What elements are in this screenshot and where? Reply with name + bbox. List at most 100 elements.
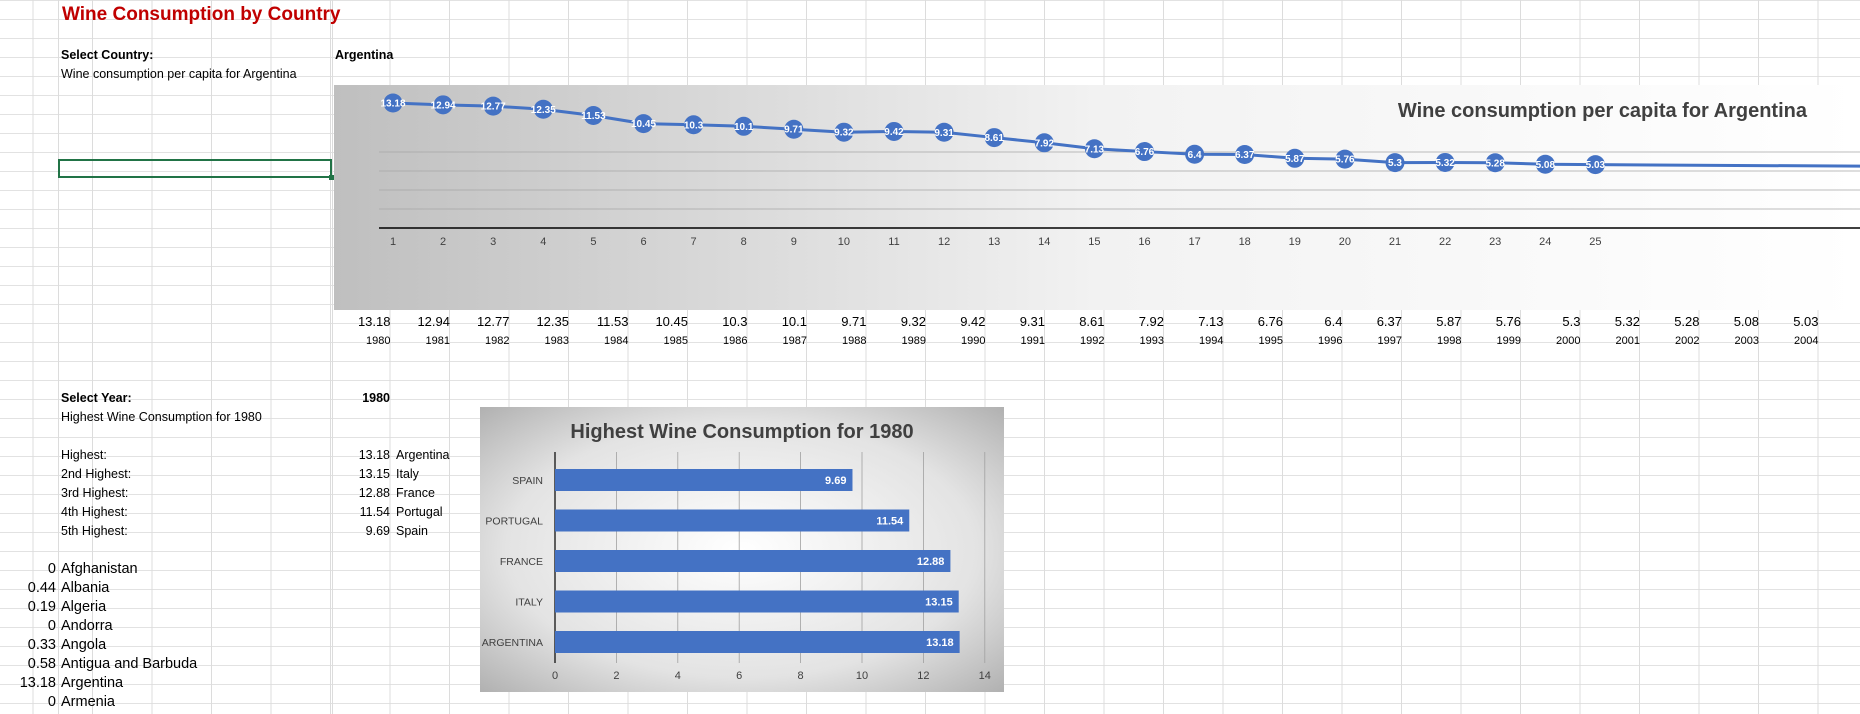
- year-cell[interactable]: 2001: [1615, 335, 1640, 347]
- data-point[interactable]: [483, 96, 503, 116]
- data-point[interactable]: [634, 114, 653, 134]
- rank-country[interactable]: Argentina: [396, 448, 450, 462]
- year-cell[interactable]: 1984: [604, 335, 629, 347]
- country-name[interactable]: Algeria: [61, 599, 107, 615]
- year-cell[interactable]: 1981: [425, 335, 450, 347]
- rank-value[interactable]: 9.69: [365, 524, 390, 538]
- value-cell[interactable]: 7.13: [1198, 314, 1224, 329]
- value-cell[interactable]: 10.3: [722, 314, 748, 329]
- data-point[interactable]: [1385, 153, 1405, 173]
- bar[interactable]: [555, 590, 959, 613]
- year-cell[interactable]: 1982: [485, 335, 510, 347]
- year-cell[interactable]: 1990: [961, 335, 986, 347]
- year-cell[interactable]: 1983: [544, 335, 569, 347]
- value-cell[interactable]: 8.61: [1079, 314, 1105, 329]
- year-cell[interactable]: 2002: [1675, 335, 1700, 347]
- country-value[interactable]: 0.33: [27, 637, 56, 653]
- country-value[interactable]: 0: [47, 561, 56, 577]
- data-point[interactable]: [1135, 142, 1154, 162]
- country-name[interactable]: Albania: [61, 580, 110, 596]
- data-point[interactable]: [834, 122, 854, 142]
- value-cell[interactable]: 5.76: [1495, 314, 1521, 329]
- data-point[interactable]: [1084, 139, 1104, 159]
- data-point[interactable]: [533, 99, 553, 119]
- value-cell[interactable]: 12.77: [476, 314, 510, 329]
- rank-value[interactable]: 13.18: [358, 448, 390, 462]
- value-cell[interactable]: 7.92: [1138, 314, 1164, 329]
- value-cell[interactable]: 6.4: [1324, 314, 1343, 329]
- year-cell[interactable]: 2000: [1556, 335, 1581, 347]
- year-cell[interactable]: 1992: [1080, 335, 1105, 347]
- year-cell[interactable]: 1995: [1258, 335, 1283, 347]
- data-point[interactable]: [1335, 149, 1355, 169]
- value-cell[interactable]: 5.87: [1436, 314, 1462, 329]
- data-point[interactable]: [433, 95, 453, 115]
- value-cell[interactable]: 5.08: [1733, 314, 1759, 329]
- data-point[interactable]: [1485, 153, 1505, 173]
- year-cell[interactable]: 1998: [1437, 335, 1462, 347]
- country-value[interactable]: 0.44: [27, 580, 56, 596]
- fill-handle[interactable]: [329, 175, 334, 180]
- data-point[interactable]: [1435, 152, 1455, 172]
- year-cell[interactable]: 1993: [1139, 335, 1164, 347]
- data-point[interactable]: [1235, 145, 1255, 165]
- data-point[interactable]: [1585, 155, 1605, 175]
- country-value[interactable]: 0: [47, 618, 56, 634]
- bar[interactable]: [555, 631, 960, 653]
- value-cell[interactable]: 12.35: [536, 314, 569, 329]
- year-cell[interactable]: 1986: [723, 335, 748, 347]
- data-point[interactable]: [383, 93, 403, 113]
- rank-value[interactable]: 11.54: [359, 505, 390, 519]
- select-country-cell[interactable]: Argentina: [335, 48, 394, 62]
- value-cell[interactable]: 9.42: [960, 314, 986, 329]
- year-cell[interactable]: 1996: [1318, 335, 1343, 347]
- value-cell[interactable]: 10.45: [655, 314, 688, 329]
- value-cell[interactable]: 10.1: [781, 314, 807, 329]
- data-point[interactable]: [784, 119, 804, 139]
- year-cell[interactable]: 1997: [1377, 335, 1402, 347]
- value-cell[interactable]: 6.37: [1376, 314, 1402, 329]
- year-cell[interactable]: 1991: [1020, 335, 1045, 347]
- year-cell[interactable]: 1989: [901, 335, 926, 347]
- data-point[interactable]: [583, 105, 603, 125]
- rank-value[interactable]: 13.15: [358, 467, 390, 481]
- bar[interactable]: [555, 550, 951, 572]
- rank-value[interactable]: 12.88: [358, 486, 390, 500]
- value-cell[interactable]: 5.03: [1793, 314, 1819, 329]
- bar[interactable]: [555, 469, 853, 491]
- rank-country[interactable]: France: [396, 486, 435, 500]
- year-cell[interactable]: 1988: [842, 335, 867, 347]
- data-point[interactable]: [734, 116, 754, 136]
- value-cell[interactable]: 5.32: [1614, 314, 1640, 329]
- value-cell[interactable]: 5.3: [1562, 314, 1581, 329]
- value-cell[interactable]: 9.31: [1019, 314, 1045, 329]
- country-name[interactable]: Andorra: [61, 618, 113, 634]
- value-cell[interactable]: 13.18: [357, 314, 391, 329]
- data-point[interactable]: [1034, 133, 1054, 153]
- value-cell[interactable]: 5.28: [1674, 314, 1700, 329]
- rank-country[interactable]: Italy: [396, 467, 419, 481]
- select-year-cell[interactable]: 1980: [362, 391, 390, 405]
- country-name[interactable]: Antigua and Barbuda: [61, 656, 198, 672]
- data-point[interactable]: [934, 122, 954, 142]
- selected-cell[interactable]: [58, 159, 332, 178]
- value-cell[interactable]: 9.32: [900, 314, 926, 329]
- value-cell[interactable]: 6.76: [1257, 314, 1283, 329]
- country-name[interactable]: Afghanistan: [61, 561, 138, 577]
- value-cell[interactable]: 9.71: [841, 314, 867, 329]
- year-cell[interactable]: 1980: [366, 335, 391, 347]
- data-point[interactable]: [1285, 148, 1305, 168]
- country-name[interactable]: Argentina: [61, 675, 124, 691]
- country-value[interactable]: 0.58: [27, 656, 56, 672]
- value-cell[interactable]: 11.53: [596, 314, 629, 329]
- data-point[interactable]: [884, 121, 904, 141]
- year-cell[interactable]: 1985: [663, 335, 688, 347]
- value-cell[interactable]: 12.94: [417, 314, 450, 329]
- country-value[interactable]: 13.18: [19, 675, 56, 691]
- rank-country[interactable]: Portugal: [396, 505, 443, 519]
- country-name[interactable]: Armenia: [61, 694, 115, 710]
- line-chart[interactable]: 13.18 12.94 12.77 12.35 11.53 10.45 10.3 10.1 9.…: [334, 85, 1860, 310]
- year-cell[interactable]: 1994: [1199, 335, 1224, 347]
- year-cell[interactable]: 2003: [1734, 335, 1759, 347]
- data-point[interactable]: [984, 128, 1004, 148]
